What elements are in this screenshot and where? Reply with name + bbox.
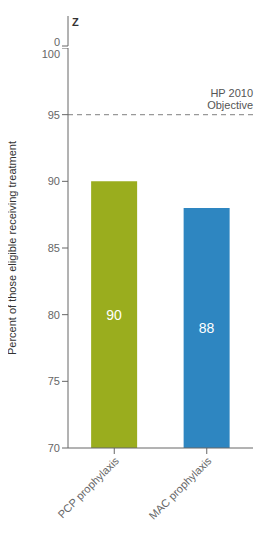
html-text:Z: Z xyxy=(72,16,79,28)
svg-text:90: 90 xyxy=(48,175,60,187)
svg-text:HP 2010Objective: HP 2010Objective xyxy=(207,87,253,111)
svg-text:88: 88 xyxy=(199,320,215,336)
svg-text:70: 70 xyxy=(48,442,60,454)
svg-text:PCP prophylaxis: PCP prophylaxis xyxy=(55,454,121,520)
svg-text:75: 75 xyxy=(48,375,60,387)
svg-text:85: 85 xyxy=(48,242,60,254)
svg-text:100: 100 xyxy=(42,48,60,60)
svg-text:95: 95 xyxy=(48,109,60,121)
svg-text:0: 0 xyxy=(54,36,60,48)
svg-text:Percent of those eligible rece: Percent of those eligible receiving trea… xyxy=(8,141,18,355)
svg-text:MAC prophylaxis: MAC prophylaxis xyxy=(146,454,214,522)
svg-text:90: 90 xyxy=(106,307,122,323)
svg-text:80: 80 xyxy=(48,309,60,321)
